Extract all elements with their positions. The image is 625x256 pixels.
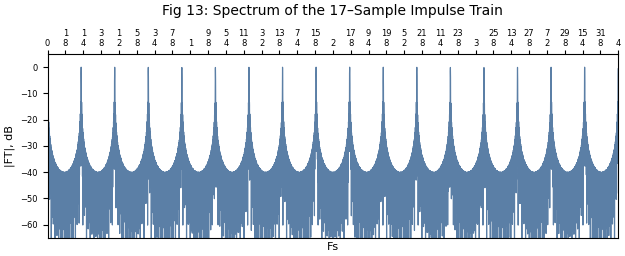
X-axis label: Fs: Fs — [327, 242, 339, 252]
Y-axis label: |FT|, dB: |FT|, dB — [4, 125, 14, 167]
Title: Fig 13: Spectrum of the 17–Sample Impulse Train: Fig 13: Spectrum of the 17–Sample Impuls… — [162, 4, 503, 18]
